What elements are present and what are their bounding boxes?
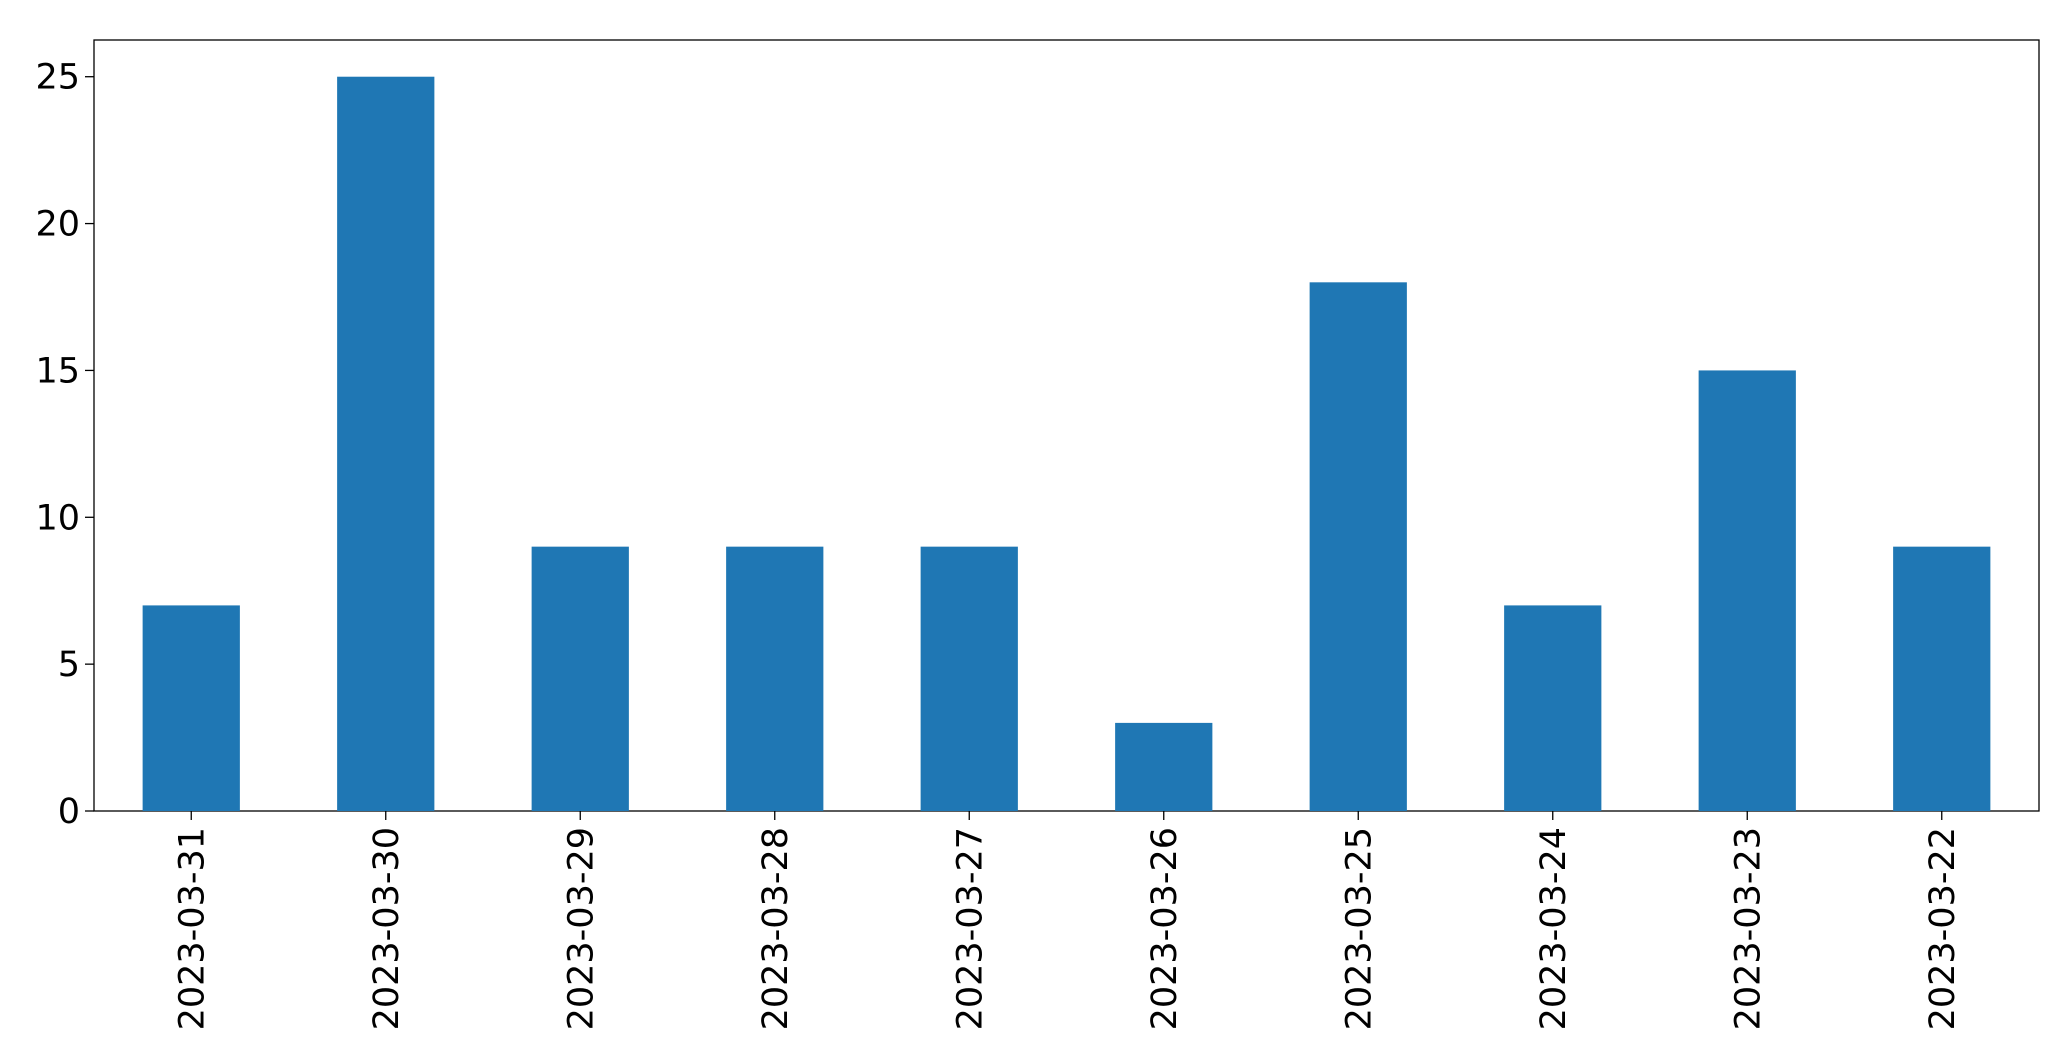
bar (920, 546, 1018, 811)
bar (531, 546, 629, 811)
plot-frame (93, 39, 2040, 812)
x-tick-label: 2023-03-26 (1145, 827, 1185, 1030)
y-tick-label: 0 (58, 792, 80, 832)
bar (726, 546, 824, 811)
y-tick-label: 25 (35, 58, 80, 98)
bar (1698, 370, 1796, 811)
bar (142, 605, 240, 811)
y-tick-label: 20 (35, 205, 80, 245)
bar (1504, 605, 1602, 811)
x-tick-label: 2023-03-27 (950, 827, 990, 1030)
bar (1893, 546, 1991, 811)
x-tick-label: 2023-03-25 (1339, 827, 1379, 1030)
x-tick-label: 2023-03-23 (1728, 827, 1768, 1030)
x-tick-label: 2023-03-28 (756, 827, 796, 1030)
bar (1115, 722, 1213, 811)
x-tick-label: 2023-03-30 (367, 827, 407, 1030)
y-tick-label: 5 (58, 645, 80, 685)
x-tick-label: 2023-03-22 (1923, 827, 1963, 1030)
y-tick-label: 10 (35, 498, 80, 538)
x-tick-label: 2023-03-24 (1534, 827, 1574, 1030)
bar (337, 76, 435, 811)
y-tick-label: 15 (35, 351, 80, 391)
x-tick-label: 2023-03-31 (172, 827, 212, 1030)
bar (1309, 282, 1407, 811)
x-tick-label: 2023-03-29 (561, 827, 601, 1030)
